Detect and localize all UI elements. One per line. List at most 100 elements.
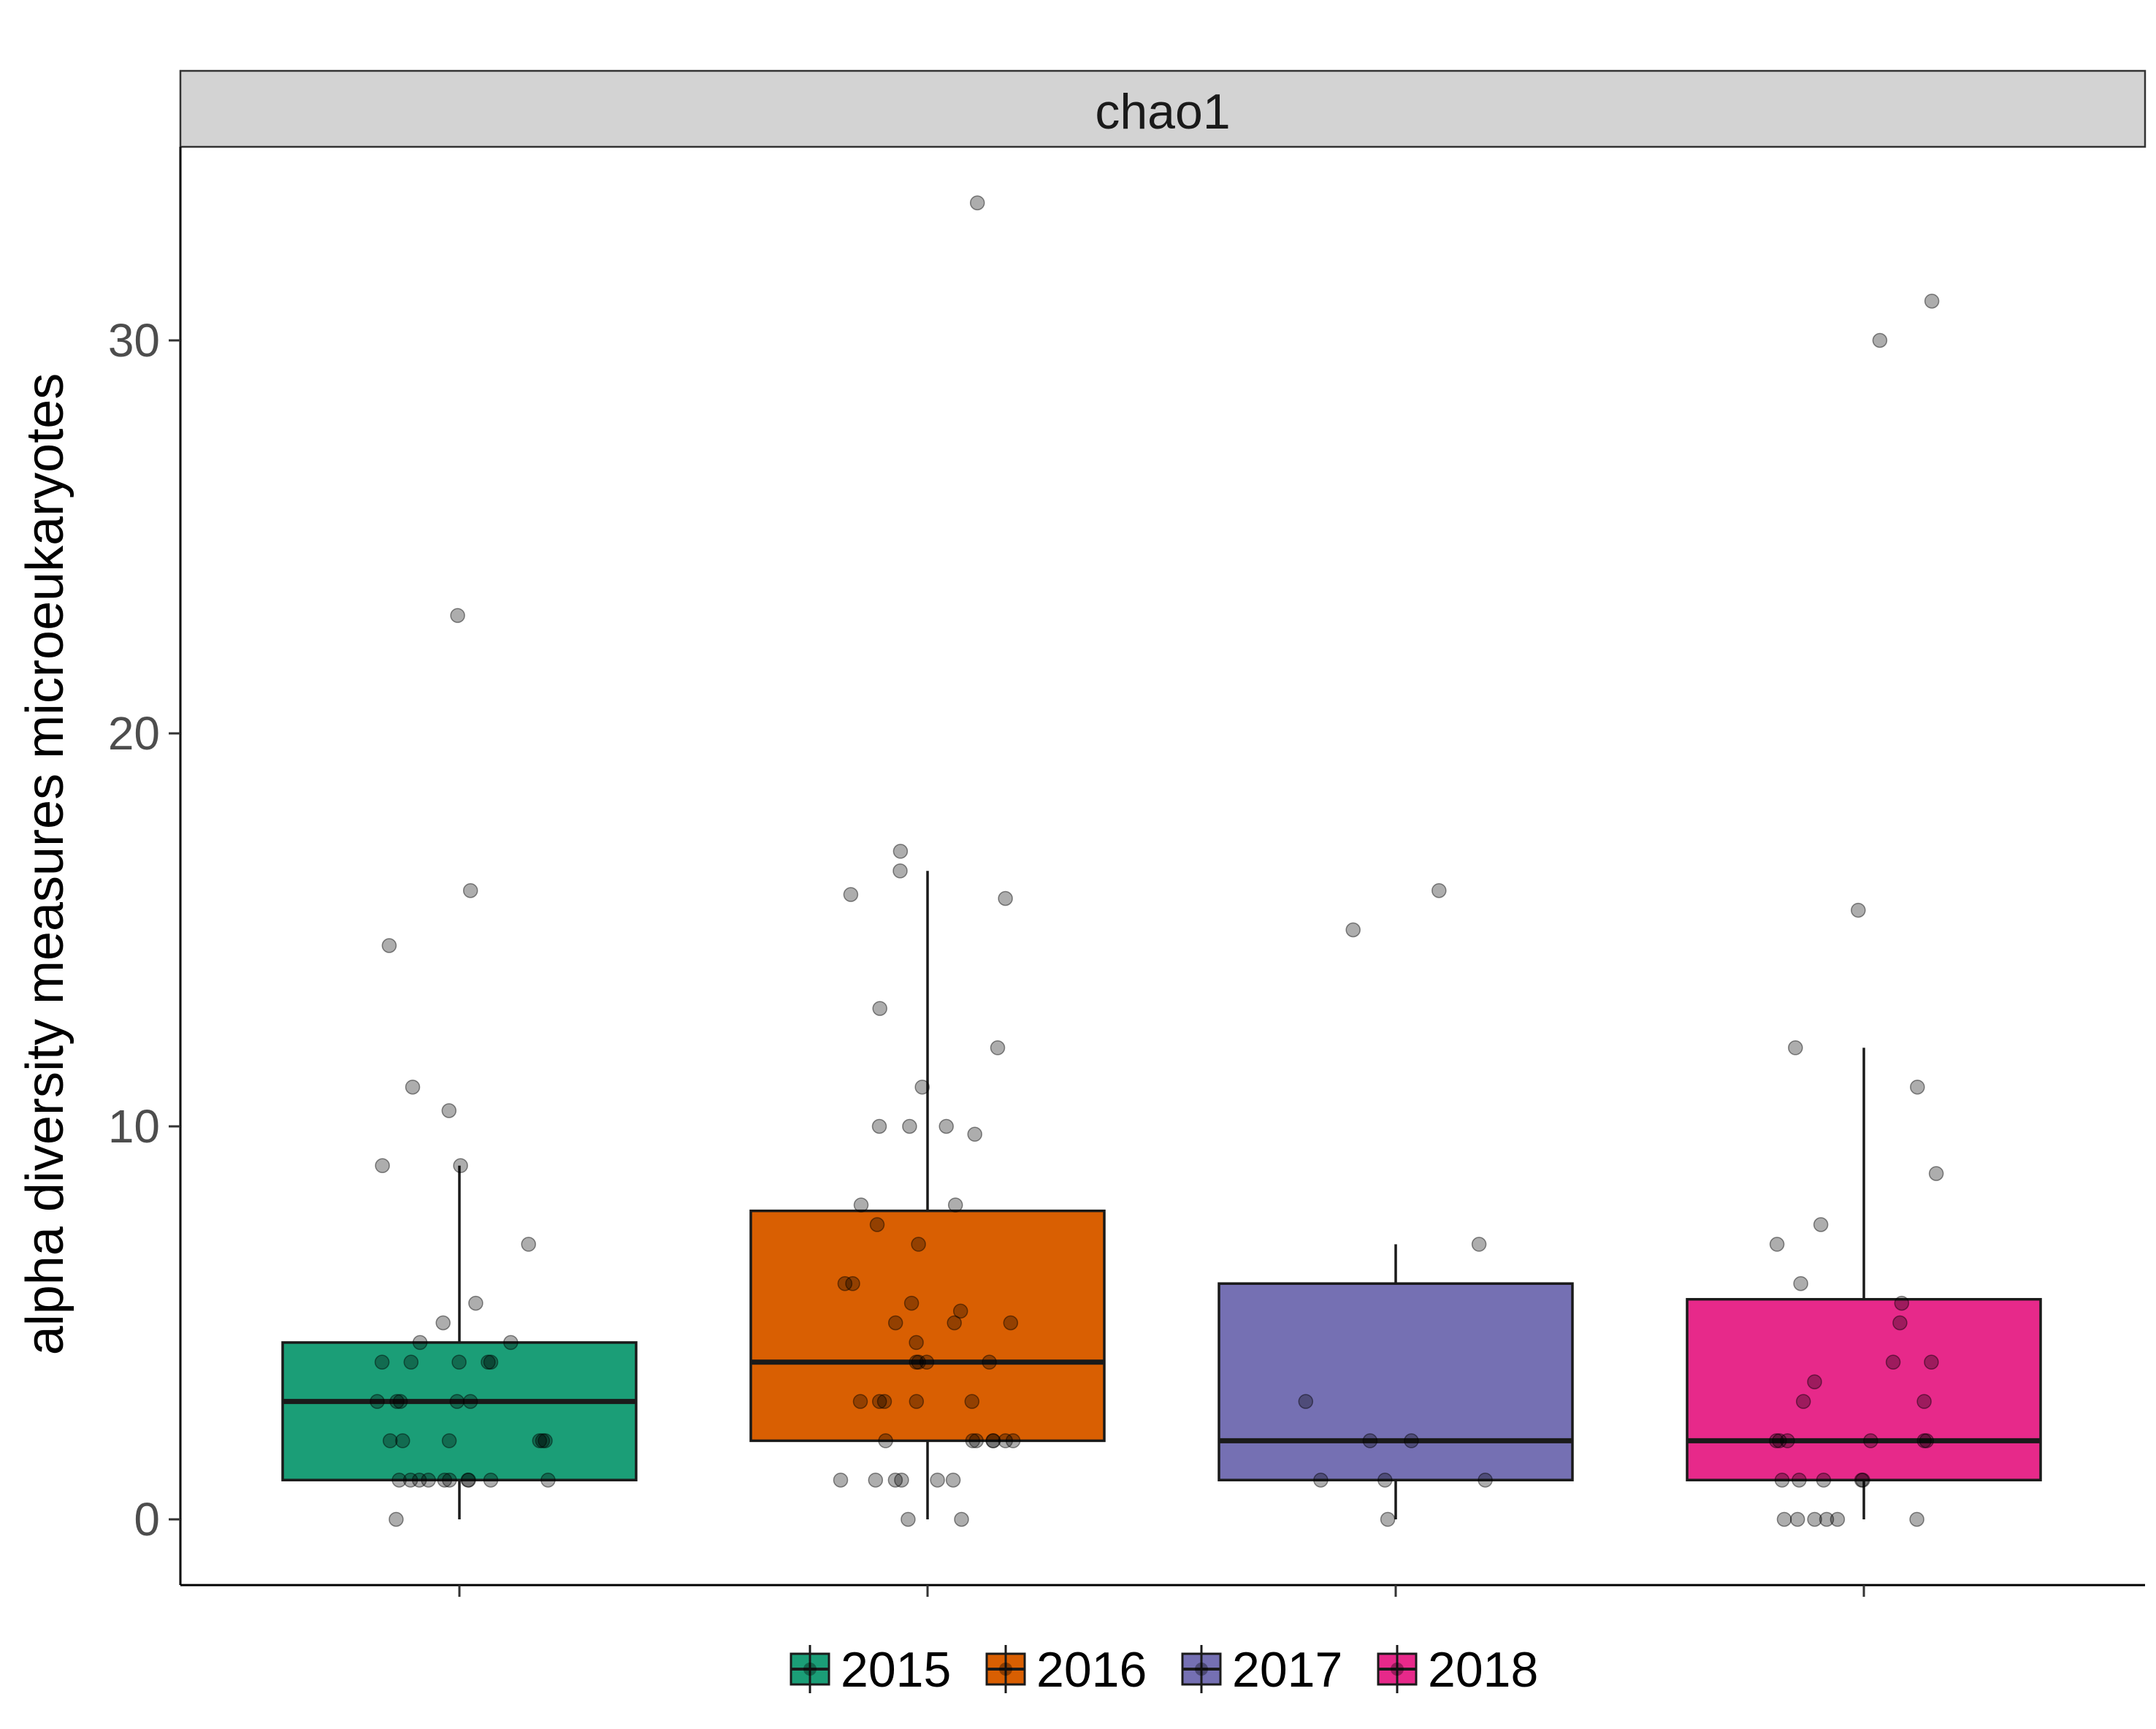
data-point-2018 bbox=[1909, 1511, 1924, 1527]
y-tick-label: 30 bbox=[108, 314, 160, 367]
data-point-2016 bbox=[903, 1295, 920, 1311]
data-point-2015 bbox=[532, 1433, 548, 1449]
data-point-2016 bbox=[968, 1433, 984, 1449]
legend-label: 2016 bbox=[1036, 1642, 1147, 1698]
data-point-2016 bbox=[964, 1394, 980, 1409]
data-point-2015 bbox=[538, 1433, 553, 1449]
x-ticks bbox=[458, 1585, 1865, 1597]
data-point-2018 bbox=[1830, 1511, 1846, 1527]
data-point-2015 bbox=[483, 1354, 499, 1370]
legend-item-2016: 2016 bbox=[985, 1642, 1147, 1698]
data-point-2018 bbox=[1780, 1433, 1795, 1449]
y-axis-title: alpha diversity measures microeukaryotes bbox=[16, 373, 74, 1356]
data-point-2016 bbox=[998, 890, 1013, 907]
data-point-2018 bbox=[1769, 1433, 1784, 1449]
facet-label: chao1 bbox=[1095, 84, 1230, 140]
data-point-2018 bbox=[1892, 1315, 1908, 1331]
data-point-2018 bbox=[1769, 1237, 1785, 1252]
data-point-2015 bbox=[411, 1472, 427, 1488]
data-point-2016 bbox=[954, 1511, 969, 1527]
data-point-2018 bbox=[1813, 1217, 1829, 1232]
facet-strip bbox=[179, 69, 2147, 148]
data-point-2016 bbox=[914, 1079, 930, 1095]
data-point-2016 bbox=[909, 1354, 924, 1370]
data-point-2016 bbox=[1003, 1315, 1019, 1331]
data-point-2018 bbox=[1872, 332, 1888, 348]
data-point-2018 bbox=[1854, 1472, 1870, 1488]
data-point-2016 bbox=[967, 1126, 982, 1142]
data-point-2016 bbox=[845, 1275, 860, 1291]
points-layer bbox=[370, 195, 1944, 1527]
data-point-2016 bbox=[872, 1001, 887, 1016]
data-point-2018 bbox=[1816, 1472, 1832, 1488]
data-point-2017 bbox=[1377, 1472, 1393, 1488]
data-point-2015 bbox=[421, 1472, 436, 1488]
data-point-2018 bbox=[1916, 1394, 1932, 1409]
data-point-2015 bbox=[462, 1394, 478, 1409]
y-ticks: 0 10 20 30 bbox=[108, 314, 180, 1546]
data-point-2016 bbox=[965, 1433, 981, 1449]
data-point-2016 bbox=[833, 1472, 849, 1488]
box-2018 bbox=[1686, 1297, 2042, 1481]
box-2015 bbox=[281, 1341, 638, 1481]
data-point-2015 bbox=[374, 1354, 390, 1370]
data-point-2018 bbox=[1807, 1374, 1822, 1389]
data-point-2015 bbox=[540, 1472, 556, 1488]
legend-item-2018: 2018 bbox=[1377, 1642, 1538, 1698]
box-2017 bbox=[1217, 1282, 1574, 1481]
data-point-2015 bbox=[481, 1354, 496, 1370]
data-point-2015 bbox=[382, 1433, 398, 1449]
legend-key-point bbox=[803, 1663, 817, 1676]
data-point-2016 bbox=[894, 1472, 909, 1488]
data-point-2015 bbox=[375, 1158, 390, 1174]
data-point-2015 bbox=[462, 882, 478, 898]
data-point-2018 bbox=[1885, 1354, 1901, 1370]
data-point-2015 bbox=[370, 1394, 385, 1409]
data-point-2017 bbox=[1380, 1511, 1396, 1527]
data-point-2018 bbox=[1924, 1354, 1939, 1370]
data-point-2016 bbox=[982, 1354, 997, 1370]
data-point-2016 bbox=[985, 1433, 1001, 1449]
data-point-2015 bbox=[412, 1335, 428, 1351]
data-point-2018 bbox=[1792, 1472, 1807, 1488]
data-point-2018 bbox=[1819, 1511, 1835, 1527]
data-point-2016 bbox=[990, 1040, 1006, 1056]
y-tick-label: 10 bbox=[108, 1100, 160, 1153]
data-point-2016 bbox=[887, 1315, 903, 1331]
legend-key-point bbox=[1391, 1663, 1404, 1676]
y-tick-label: 0 bbox=[134, 1493, 160, 1546]
data-point-2015 bbox=[483, 1472, 499, 1488]
data-point-2016 bbox=[902, 1118, 917, 1134]
data-point-2018 bbox=[1793, 1275, 1808, 1291]
data-point-2015 bbox=[389, 1511, 404, 1527]
legend: 2015 2016 2017 2018 bbox=[790, 1642, 1538, 1698]
data-point-2017 bbox=[1478, 1472, 1493, 1488]
data-point-2017 bbox=[1298, 1394, 1314, 1409]
data-point-2015 bbox=[403, 1354, 419, 1370]
data-point-2015 bbox=[461, 1472, 476, 1488]
data-point-2016 bbox=[985, 1433, 1001, 1449]
data-point-2018 bbox=[1863, 1433, 1878, 1449]
data-point-2016 bbox=[837, 1275, 853, 1291]
data-point-2015 bbox=[391, 1472, 407, 1488]
data-point-2015 bbox=[451, 1354, 467, 1370]
data-point-2015 bbox=[392, 1394, 408, 1409]
legend-item-2015: 2015 bbox=[790, 1642, 951, 1698]
data-point-2018 bbox=[1919, 1433, 1935, 1449]
data-point-2015 bbox=[453, 1158, 468, 1174]
legend-item-2017: 2017 bbox=[1181, 1642, 1342, 1698]
y-tick-label: 20 bbox=[108, 707, 160, 760]
data-point-2016 bbox=[952, 1303, 968, 1319]
data-point-2016 bbox=[909, 1335, 924, 1351]
data-point-2018 bbox=[1795, 1394, 1811, 1409]
data-point-2015 bbox=[441, 1103, 457, 1118]
data-point-2016 bbox=[871, 1394, 887, 1409]
legend-key-point bbox=[999, 1663, 1012, 1676]
data-point-2018 bbox=[1774, 1472, 1790, 1488]
data-point-2018 bbox=[1928, 1166, 1944, 1181]
data-point-2017 bbox=[1471, 1237, 1487, 1252]
data-point-2015 bbox=[535, 1433, 551, 1449]
data-point-2015 bbox=[468, 1295, 483, 1311]
data-point-2016 bbox=[887, 1472, 903, 1488]
data-point-2016 bbox=[969, 195, 985, 210]
